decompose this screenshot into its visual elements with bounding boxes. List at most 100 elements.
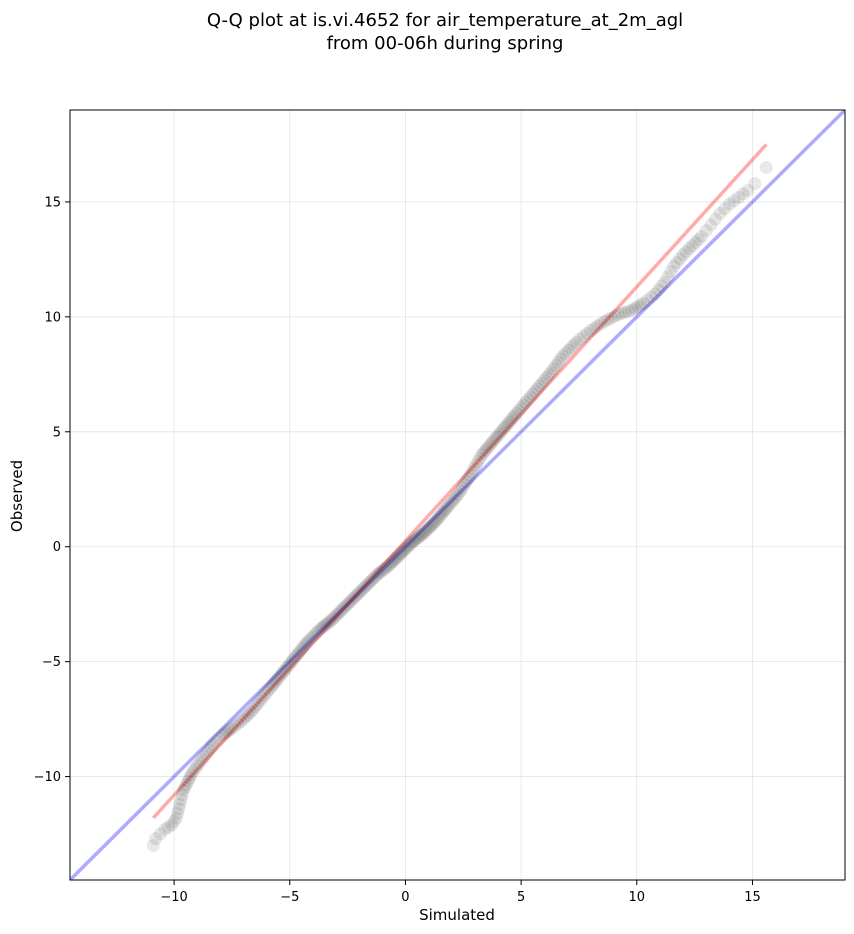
qq-point: [732, 190, 746, 204]
qq-point: [433, 509, 447, 523]
qq-point: [394, 547, 408, 561]
qq-point: [220, 725, 234, 739]
qq-point: [506, 411, 520, 425]
grid: [70, 110, 845, 880]
qq-point: [504, 413, 518, 427]
qq-point: [409, 532, 423, 546]
qq-point: [389, 552, 403, 566]
qq-point: [346, 592, 360, 606]
qq-point: [255, 691, 269, 705]
qq-point: [184, 768, 198, 782]
y-tick-label: −10: [34, 770, 61, 785]
qq-point: [508, 409, 522, 423]
qq-point: [351, 586, 365, 600]
qq-point: [363, 575, 377, 589]
qq-point: [146, 839, 160, 853]
qq-point: [313, 622, 327, 636]
qq-point: [484, 436, 498, 450]
qq-point: [429, 514, 443, 528]
qq-point: [722, 197, 736, 211]
qq-point: [402, 538, 416, 552]
qq-point: [204, 740, 218, 754]
qq-point: [288, 650, 302, 664]
qq-point: [718, 202, 732, 216]
qq-point: [290, 648, 304, 662]
qq-point: [551, 355, 565, 369]
y-tick-label: 5: [53, 425, 61, 440]
qq-point: [469, 458, 483, 472]
qq-point: [644, 290, 658, 304]
x-tick-label: 15: [744, 890, 761, 905]
qq-point: [542, 368, 556, 382]
qq-point: [178, 780, 192, 794]
qq-point: [454, 484, 468, 498]
qq-point: [577, 329, 591, 343]
qq-point: [410, 531, 424, 545]
qq-point: [296, 641, 310, 655]
one-to-one-line: [70, 110, 845, 880]
qq-point: [446, 494, 460, 508]
qq-point: [651, 283, 665, 297]
qq-point: [174, 793, 188, 807]
qq-point: [348, 590, 362, 604]
x-tick-label: 10: [629, 890, 646, 905]
qq-point: [422, 521, 436, 535]
x-tick-label: −10: [160, 890, 187, 905]
qq-point: [437, 505, 451, 519]
qq-point: [357, 581, 371, 595]
qq-point: [161, 820, 175, 834]
x-tick-label: 5: [517, 890, 525, 905]
qq-point: [741, 183, 755, 197]
qq-point: [549, 359, 563, 373]
qq-point: [481, 441, 495, 455]
qq-point: [315, 621, 329, 635]
qq-point: [399, 542, 413, 556]
qq-point: [427, 516, 441, 530]
qq-point: [167, 814, 181, 828]
qq-point: [243, 705, 257, 719]
qq-point: [634, 298, 648, 312]
qq-point: [661, 270, 675, 284]
qq-point: [400, 540, 414, 554]
qq-point: [277, 664, 291, 678]
qq-point: [535, 376, 549, 390]
qq-point: [369, 569, 383, 583]
qq-point: [190, 759, 204, 773]
qq-point: [188, 762, 202, 776]
qq-point: [264, 680, 278, 694]
qq-point: [407, 534, 421, 548]
qq-point: [175, 788, 189, 802]
qq-point: [153, 827, 167, 841]
qq-point: [213, 731, 227, 745]
qq-point: [340, 598, 354, 612]
qq-point: [512, 404, 526, 418]
qq-point: [237, 712, 251, 726]
qq-point: [395, 545, 409, 559]
qq-point: [553, 352, 567, 366]
qq-point: [257, 689, 271, 703]
qq-point: [444, 496, 458, 510]
qq-point: [299, 636, 313, 650]
qq-point: [601, 313, 615, 327]
qq-point: [420, 523, 434, 537]
qq-point: [573, 332, 587, 346]
qq-point: [172, 802, 186, 816]
qq-point: [169, 811, 183, 825]
qq-point: [604, 311, 618, 325]
qq-point: [670, 255, 684, 269]
qq-point: [181, 774, 195, 788]
qq-point: [567, 338, 581, 352]
qq-point: [179, 777, 193, 791]
qq-point: [359, 579, 373, 593]
qq-point: [425, 518, 439, 532]
qq-point: [691, 232, 705, 246]
qq-point: [375, 564, 389, 578]
qq-point: [502, 416, 516, 430]
qq-point: [424, 519, 438, 533]
qq-point: [326, 611, 340, 625]
qq-point: [324, 613, 338, 627]
qq-point: [637, 296, 651, 310]
qq-point: [202, 744, 216, 758]
qq-point: [708, 212, 722, 226]
